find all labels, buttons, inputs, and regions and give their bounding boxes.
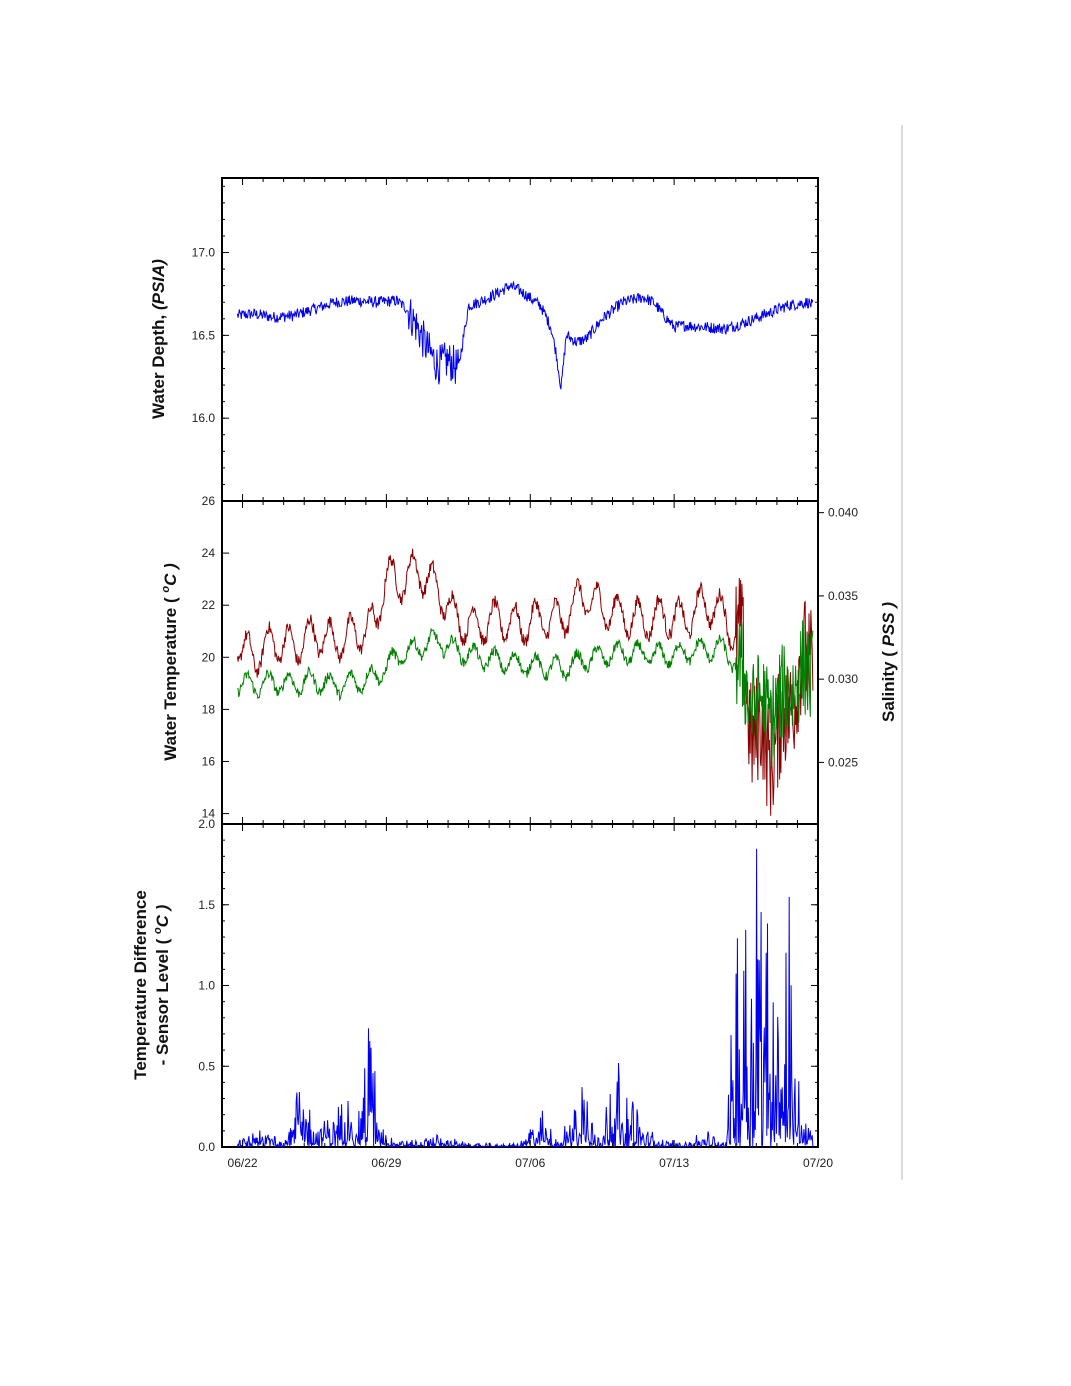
x-tick-label: 06/29 [371,1156,401,1170]
x-tick-label: 06/22 [228,1156,258,1170]
tick-layer [221,178,824,1148]
series-line-bottom-0 [236,848,814,1147]
y-tick-label-middle: 20 [202,650,216,664]
y2-tick-label: 0.040 [828,506,858,520]
series-line-middle-0 [236,548,814,816]
y-tick-label-middle: 14 [202,807,216,821]
y-tick-label-top: 16.0 [192,411,216,425]
y-tick-label-top: 16.5 [192,328,216,342]
x-tick-label: 07/06 [515,1156,545,1170]
middle-y-axis-title: Water Temperature ( oC ) [160,563,180,761]
bottom-y-axis-title-line2: - Sensor Level ( oC ) [152,904,172,1065]
y-tick-label-bottom: 0.0 [198,1140,215,1154]
bottom-y-axis-title-line1: Temperature Difference [131,890,150,1080]
y-tick-label-bottom: 0.5 [198,1059,215,1073]
y-tick-label-middle: 16 [202,754,216,768]
y2-tick-label: 0.035 [828,589,858,603]
y-tick-label-middle: 24 [202,546,216,560]
series-layer [236,280,814,1147]
y-tick-label-bottom: 2.0 [198,817,215,831]
middle-y2-axis-title: Salinity ( PSS ) [879,602,898,722]
y2-tick-label: 0.030 [828,672,858,686]
y-tick-label-bottom: 1.0 [198,979,215,993]
y-tick-label-top: 17.0 [192,246,216,260]
y-tick-label-middle: 26 [202,494,216,508]
y2-tick-label: 0.025 [828,755,858,769]
series-line-middle-1 [237,619,814,767]
x-tick-label: 07/20 [803,1156,833,1170]
top-y-axis-title: Water Depth, (PSIA) [149,259,168,419]
panel-top-frame [221,177,819,502]
y-tick-label-middle: 22 [202,598,216,612]
x-tick-label: 07/13 [659,1156,689,1170]
series-line-top-0 [236,280,814,390]
tick-label-layer: 16.0 16.5 17.0 14 16 18 20 22 24 26 0.025 0.030 0.03… [192,246,859,1170]
y-tick-label-bottom: 1.5 [198,898,215,912]
y-tick-label-middle: 18 [202,702,216,716]
